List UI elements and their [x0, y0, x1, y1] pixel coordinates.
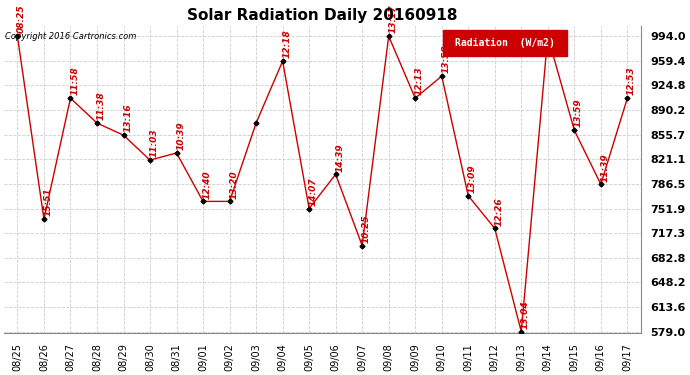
Text: 11:58: 11:58	[70, 67, 79, 95]
Text: 11:03: 11:03	[150, 129, 159, 158]
Text: 12:18: 12:18	[282, 30, 291, 58]
Text: 10:25: 10:25	[362, 214, 371, 243]
Text: 08:25: 08:25	[17, 5, 26, 33]
Text: 13:09: 13:09	[468, 164, 477, 193]
Text: 13:04: 13:04	[521, 300, 530, 329]
Text: 12:26: 12:26	[495, 197, 504, 226]
Title: Solar Radiation Daily 20160918: Solar Radiation Daily 20160918	[187, 8, 457, 23]
Text: 12:53: 12:53	[627, 67, 636, 95]
Text: 13:17: 13:17	[388, 5, 397, 33]
Text: 11:39: 11:39	[600, 153, 609, 182]
Text: 12:13: 12:13	[415, 67, 424, 95]
Text: 15:51: 15:51	[43, 188, 52, 216]
Text: 10:39: 10:39	[176, 122, 185, 150]
Text: 14:07: 14:07	[309, 177, 318, 206]
FancyBboxPatch shape	[443, 30, 567, 56]
Text: Radiation  (W/m2): Radiation (W/m2)	[455, 38, 555, 48]
Text: 13:59: 13:59	[574, 99, 583, 128]
Text: 13:16: 13:16	[124, 104, 132, 132]
Text: 11:38: 11:38	[97, 92, 106, 120]
Text: 14:39: 14:39	[335, 143, 344, 172]
Text: 12:40: 12:40	[203, 170, 212, 199]
Text: 13:20: 13:20	[229, 170, 238, 199]
Text: 13:58: 13:58	[442, 45, 451, 74]
Text: Copyright 2016 Cartronics.com: Copyright 2016 Cartronics.com	[6, 32, 137, 41]
